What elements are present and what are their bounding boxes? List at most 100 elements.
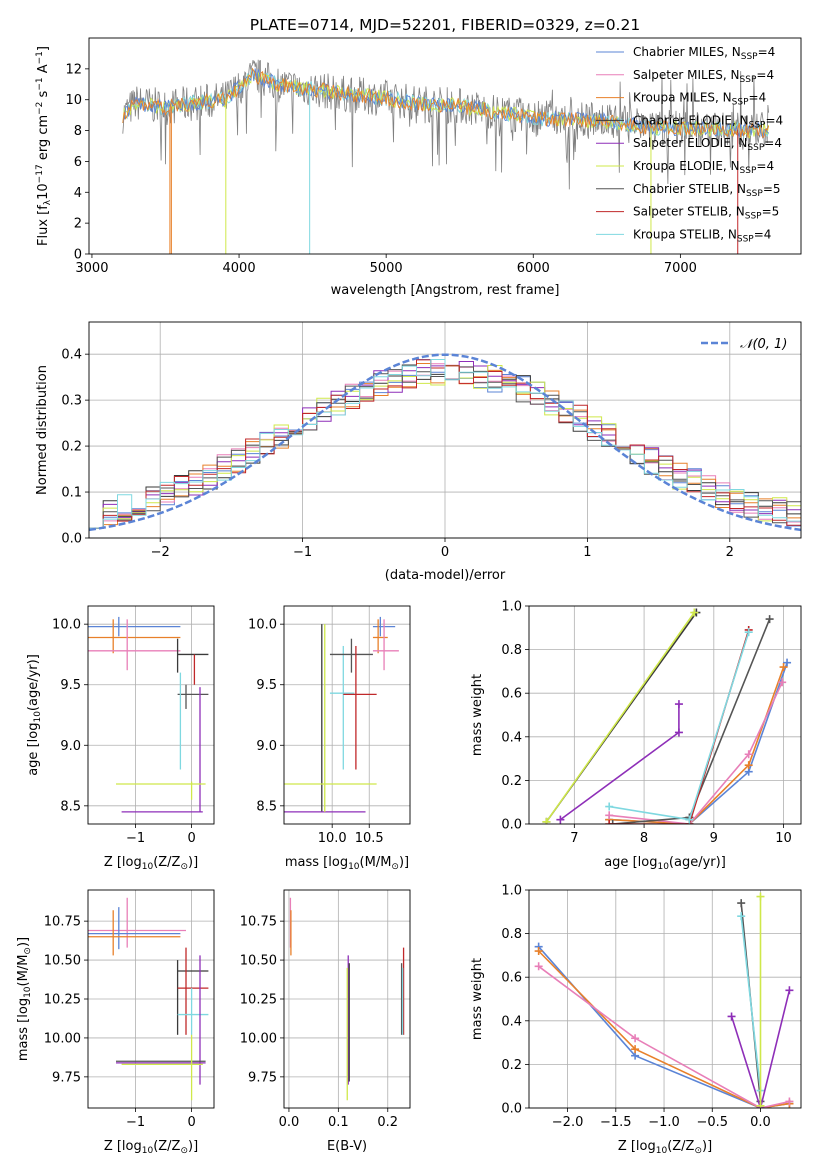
y-tick-label: 0.2 [61, 440, 82, 455]
y-tick-label: 10 [65, 93, 82, 108]
plot-content [284, 616, 399, 813]
weight-marker [631, 1034, 640, 1043]
weight-series [542, 608, 699, 824]
y-tick-label: 0.1 [61, 486, 82, 501]
weight-marker [631, 1045, 640, 1054]
y-tick-label: 0.4 [61, 348, 82, 363]
legend-entry: Chabrier ELODIE, NSSP=4 [633, 113, 783, 130]
errorbar-point [88, 619, 181, 671]
y-tick-label: 10.50 [240, 954, 277, 969]
y-tick-label: 6 [74, 155, 82, 170]
errorbar-point [88, 910, 181, 956]
legend-entry: Chabrier MILES, NSSP=4 [633, 45, 775, 62]
y-tick-label: 0.4 [501, 730, 522, 745]
y-tick-label: 9.75 [52, 1070, 81, 1085]
massweight-vs-metallicity-plot-area: −2.0 −1.5 −1.0 −0.5 0.0 0.0 0.2 0.4 0.6 0.8 1.0 Z [… [470, 884, 802, 1156]
plot-content [534, 892, 794, 1108]
errorbar-point [88, 619, 181, 654]
age-vs-mass-plot-area: 10.0 10.5 8.5 9.0 9.5 10.0 mass [log10(M/M⊙)] [248, 605, 411, 872]
residual-plot-area: −2 −1 0 1 2 0.0 0.1 0.2 0.3 0.4 [61, 321, 802, 560]
errorbar-point [121, 687, 203, 813]
weight-marker [744, 750, 753, 759]
x-tick-label: −1 [126, 1115, 145, 1130]
residual-histogram [89, 359, 801, 529]
y-tick-label: 8.5 [60, 799, 81, 814]
plot-content [289, 897, 405, 1101]
weight-marker [744, 628, 753, 637]
y-axis-label: mass [log10(M/M⊙)] [16, 937, 33, 1061]
errorbar-point [329, 645, 355, 770]
y-tick-label: 0.8 [501, 643, 522, 658]
y-tick-label: 0.0 [501, 1102, 522, 1117]
mass-vs-ebv-plot-area: 0.0 0.1 0.2 9.75 10.00 10.25 10.50 10.75 E(B-V) [240, 889, 411, 1154]
y-tick-label: 10.00 [240, 1031, 277, 1046]
legend-entry: Salpeter STELIB, NSSP=5 [633, 205, 779, 222]
massweight-vs-age-panel: 7 8 9 10 0.0 0.2 0.4 0.6 0.8 1.0 age [log10(age/yr… [470, 600, 802, 872]
x-tick-label: 0.2 [377, 1115, 398, 1130]
axes-frame [283, 889, 411, 1109]
y-tick-label: 9.0 [60, 739, 81, 754]
x-axis-label: Z [log10(Z/Z⊙)] [104, 855, 198, 872]
residual-legend: 𝒩(0, 1) [701, 337, 787, 352]
y-tick-label: 0.3 [61, 394, 82, 409]
x-tick-label: 8 [640, 831, 648, 846]
errorbar-point [343, 645, 377, 770]
x-axis-label: age [log10(age/yr)] [604, 855, 726, 872]
plot-content [542, 608, 792, 824]
weight-line [545, 612, 695, 823]
weight-marker [674, 700, 683, 709]
y-tick-label: 0.6 [501, 687, 522, 702]
weight-line [609, 681, 783, 824]
x-axis-label: Z [log10(Z/Z⊙)] [618, 1139, 712, 1156]
plot-content [88, 616, 209, 813]
axes-frame [88, 37, 802, 255]
y-tick-label: 9.75 [248, 1070, 277, 1085]
errorbar-point [177, 947, 209, 1035]
y-tick-label: 0.0 [61, 532, 82, 547]
errorbar-point [372, 619, 388, 654]
y-tick-label: 0.2 [501, 1058, 522, 1073]
y-tick-label: 0 [74, 248, 82, 263]
x-tick-label: −1.0 [648, 1115, 680, 1130]
weight-marker [674, 728, 683, 737]
mass-vs-metallicity-plot-area: −1 0 9.75 10.00 10.25 10.50 10.75 Z [log10(Z/Z⊙… [16, 889, 215, 1156]
x-tick-label: 10.0 [318, 831, 347, 846]
axes-frame [88, 321, 802, 539]
y-tick-label: 10.00 [44, 1031, 81, 1046]
spectrum-panel: PLATE=0714, MJD=52201, FIBERID=0329, z=0… [35, 16, 802, 298]
model-fit-line [122, 67, 770, 139]
y-tick-label: 4 [74, 186, 82, 201]
errorbar-point [372, 619, 399, 671]
weight-marker [756, 892, 765, 901]
weight-marker [556, 815, 565, 824]
weight-marker [785, 986, 794, 995]
y-tick-label: 9.0 [256, 739, 277, 754]
x-tick-label: 1 [583, 545, 591, 560]
x-tick-label: −2.0 [552, 1115, 584, 1130]
y-axis-label: age [log10(age/yr)] [26, 654, 43, 776]
weight-marker [778, 678, 787, 687]
y-axis-label: mass weight [470, 674, 485, 756]
x-tick-label: −0.5 [696, 1115, 728, 1130]
y-tick-label: 10.25 [44, 993, 81, 1008]
weight-marker [727, 1012, 736, 1021]
y-tick-label: 10.0 [52, 618, 81, 633]
y-tick-label: 1.0 [501, 600, 522, 615]
normal-curve [89, 353, 801, 532]
age-vs-metallicity-panel: −1 0 8.5 9.0 9.5 10.0 Z [log10(Z/Z⊙)] age [log1… [26, 605, 215, 872]
y-tick-label: 0.4 [501, 1014, 522, 1029]
weight-marker [534, 947, 543, 956]
normal-legend-label: 𝒩(0, 1) [740, 337, 787, 352]
y-tick-label: 12 [65, 62, 82, 77]
legend-entry: Kroupa STELIB, NSSP=4 [633, 227, 771, 244]
weight-line [740, 916, 762, 1091]
x-axis-label: Z [log10(Z/Z⊙)] [104, 1139, 198, 1156]
x-axis-label: E(B-V) [327, 1139, 367, 1154]
weight-marker [785, 1097, 794, 1106]
weight-marker [737, 912, 746, 921]
errorbar-point [88, 897, 186, 948]
errorbar-point [116, 781, 206, 800]
weight-series [756, 892, 765, 1108]
weight-marker [605, 802, 614, 811]
